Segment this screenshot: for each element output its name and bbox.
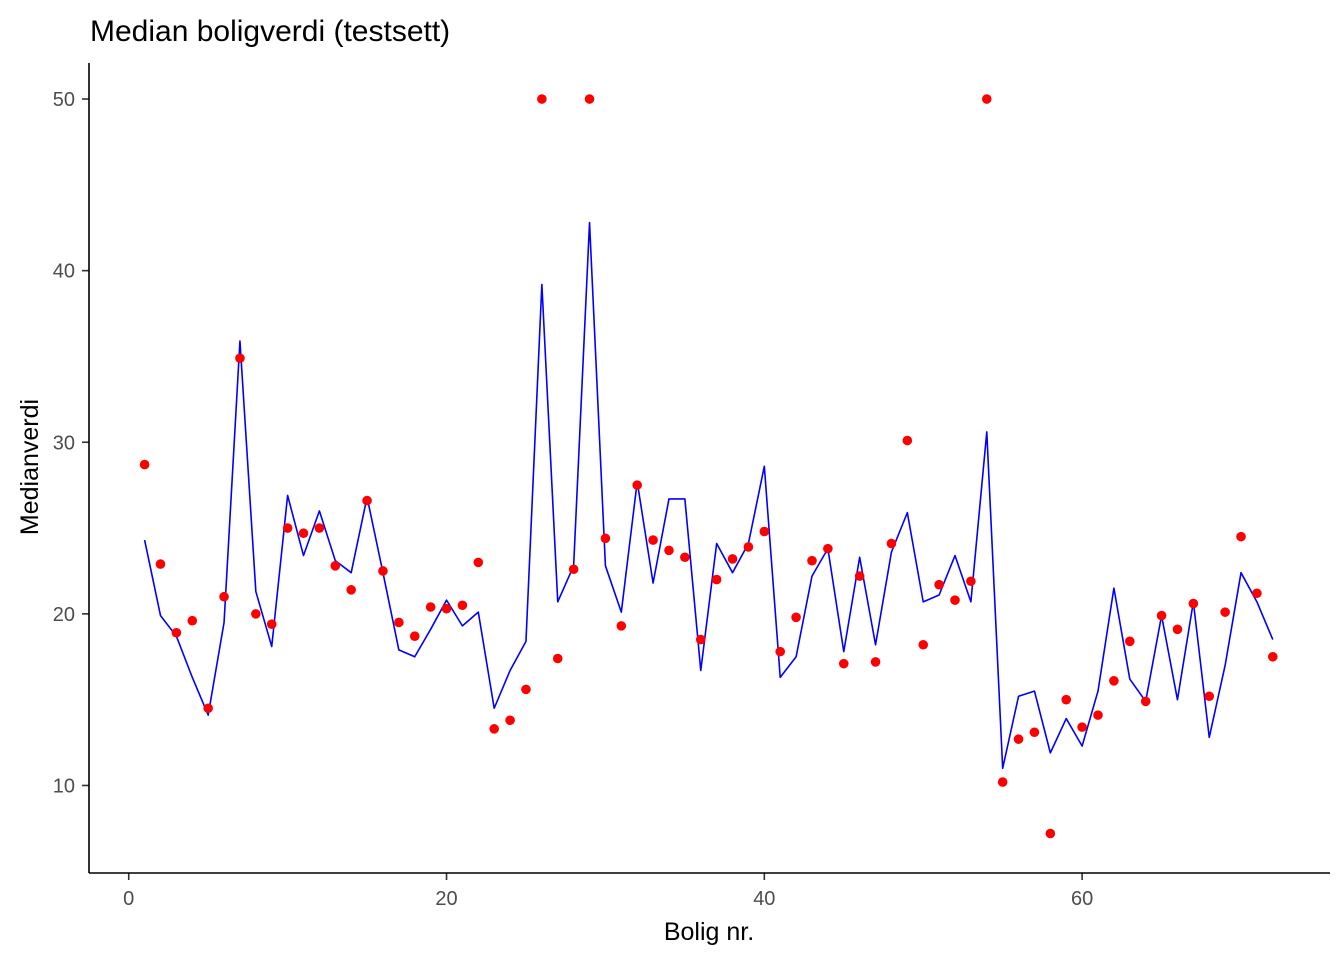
- actual-point: [537, 94, 547, 104]
- x-tick-label: 60: [1071, 888, 1093, 910]
- actual-point: [251, 609, 261, 619]
- x-tick-label: 40: [753, 888, 775, 910]
- actual-point: [1156, 610, 1167, 621]
- actual-point: [727, 554, 738, 564]
- actual-point: [664, 545, 674, 556]
- actual-point: [187, 615, 198, 626]
- actual-point: [807, 555, 817, 566]
- actual-point: [870, 657, 881, 667]
- actual-point: [1109, 676, 1119, 686]
- actual-point: [330, 561, 341, 571]
- actual-point: [568, 564, 579, 575]
- actual-point: [711, 574, 722, 585]
- actual-point: [489, 724, 499, 734]
- actual-point: [1061, 694, 1072, 705]
- actual-point: [680, 552, 690, 563]
- actual-point: [759, 526, 770, 537]
- actual-point: [902, 435, 913, 446]
- actual-point: [298, 528, 309, 539]
- actual-point: [155, 559, 166, 569]
- actual-point: [997, 777, 1008, 787]
- actual-point: [346, 585, 356, 595]
- actual-point: [1172, 624, 1183, 635]
- actual-point: [1140, 696, 1151, 707]
- y-tick-label: 40: [53, 261, 75, 283]
- actual-point: [457, 600, 468, 611]
- actual-point: [918, 639, 929, 650]
- actual-point: [282, 523, 293, 533]
- actual-point: [171, 627, 182, 638]
- actual-point: [394, 617, 404, 628]
- actual-point: [521, 684, 531, 695]
- actual-point: [981, 94, 992, 104]
- actual-point: [362, 495, 372, 506]
- x-tick-label: 0: [123, 888, 134, 910]
- actual-point: [1029, 727, 1040, 738]
- x-axis-title: Bolig nr.: [664, 918, 754, 946]
- y-tick-label: 30: [53, 432, 75, 454]
- actual-point: [219, 591, 229, 602]
- actual-point: [1252, 588, 1262, 599]
- y-axis-ticks: 10 20 30 40 50: [53, 89, 89, 797]
- actual-point: [441, 603, 452, 614]
- actual-point: [838, 658, 849, 669]
- actual-point: [1188, 598, 1199, 609]
- actual-point: [139, 459, 150, 470]
- y-axis-title: Medianverdi: [16, 399, 44, 535]
- actual-point: [1077, 722, 1087, 732]
- actual-point: [775, 646, 786, 657]
- actual-point: [1204, 691, 1215, 702]
- actual-point: [616, 621, 627, 631]
- y-tick-label: 20: [53, 604, 75, 626]
- actual-point: [886, 538, 897, 549]
- actual-point: [791, 612, 801, 623]
- x-tick-label: 20: [435, 888, 457, 910]
- actual-point: [1236, 531, 1246, 542]
- actual-point: [505, 715, 515, 726]
- actual-point: [409, 631, 420, 641]
- actual-point: [823, 543, 833, 554]
- actual-point: [235, 353, 245, 363]
- actual-point: [552, 653, 563, 664]
- actual-point: [1220, 607, 1230, 617]
- actual-point: [266, 619, 277, 629]
- actual-point: [695, 634, 706, 645]
- actual-point: [1268, 651, 1278, 662]
- actual-point: [934, 579, 944, 590]
- actual-point: [950, 595, 960, 605]
- actual-point: [600, 533, 611, 544]
- chart-title: Median boligverdi (testsett): [90, 15, 450, 48]
- x-axis-ticks: 0 20 40 60: [123, 873, 1093, 910]
- actual-point: [1013, 734, 1024, 744]
- actual-point: [854, 571, 865, 581]
- actual-point: [648, 535, 658, 545]
- plot-area: [139, 94, 1278, 839]
- actual-point: [966, 576, 976, 587]
- actual-point: [473, 557, 484, 568]
- actual-point: [203, 703, 213, 714]
- actual-point: [378, 566, 388, 576]
- actual-point: [425, 602, 436, 612]
- actual-point: [314, 523, 325, 533]
- actual-point: [584, 94, 595, 104]
- actual-point: [743, 542, 754, 552]
- actual-point: [632, 480, 642, 490]
- actual-point: [1045, 828, 1056, 839]
- actual-point: [1124, 636, 1135, 647]
- y-tick-label: 10: [53, 775, 75, 797]
- predicted-line: [143, 221, 1274, 770]
- actual-point: [1093, 710, 1103, 720]
- y-tick-label: 50: [53, 89, 75, 111]
